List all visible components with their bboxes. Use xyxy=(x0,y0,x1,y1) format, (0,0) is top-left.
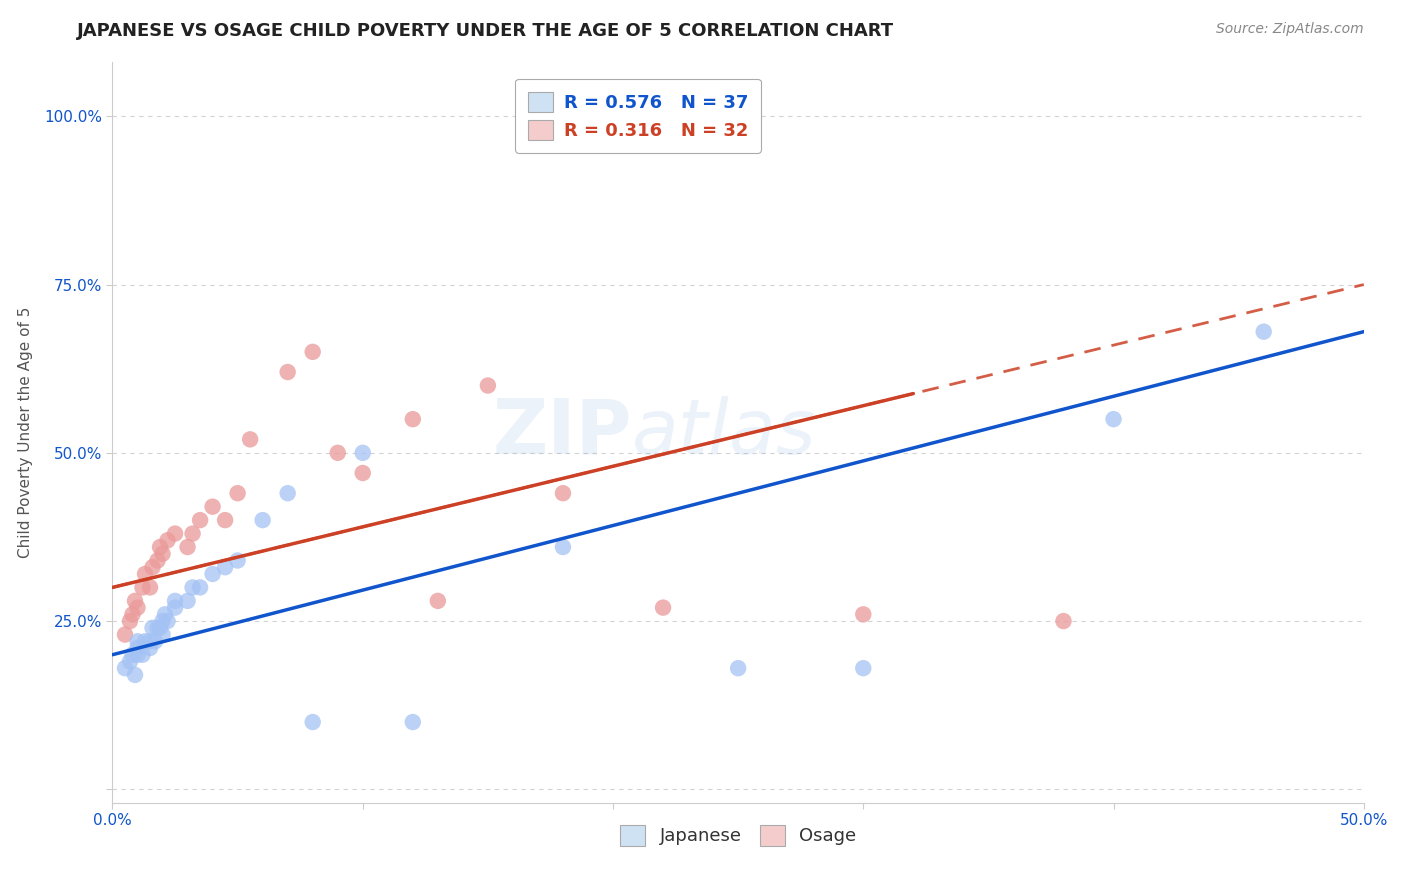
Point xyxy=(131,581,153,595)
Point xyxy=(114,627,136,641)
Text: ZIP: ZIP xyxy=(492,396,631,469)
Point xyxy=(124,594,146,608)
Point xyxy=(127,648,149,662)
Point xyxy=(143,634,166,648)
Point xyxy=(156,614,179,628)
Point xyxy=(727,661,749,675)
Point xyxy=(402,714,425,729)
Point xyxy=(121,648,143,662)
Point xyxy=(139,640,162,655)
Point xyxy=(277,486,299,500)
Text: JAPANESE VS OSAGE CHILD POVERTY UNDER THE AGE OF 5 CORRELATION CHART: JAPANESE VS OSAGE CHILD POVERTY UNDER TH… xyxy=(77,22,894,40)
Point xyxy=(146,553,169,567)
Legend: Japanese, Osage: Japanese, Osage xyxy=(613,818,863,853)
Point xyxy=(326,446,349,460)
Point xyxy=(163,526,186,541)
Point xyxy=(121,607,143,622)
Point xyxy=(114,661,136,675)
Point xyxy=(131,648,153,662)
Y-axis label: Child Poverty Under the Age of 5: Child Poverty Under the Age of 5 xyxy=(18,307,32,558)
Point xyxy=(152,627,174,641)
Point xyxy=(852,607,875,622)
Point xyxy=(118,614,141,628)
Point xyxy=(301,714,323,729)
Point xyxy=(127,600,149,615)
Point xyxy=(201,500,224,514)
Point xyxy=(163,594,186,608)
Point xyxy=(127,634,149,648)
Point xyxy=(214,560,236,574)
Point xyxy=(1102,412,1125,426)
Point xyxy=(226,553,249,567)
Point xyxy=(149,540,172,554)
Point xyxy=(127,640,149,655)
Point xyxy=(188,581,211,595)
Point xyxy=(201,566,224,581)
Point xyxy=(156,533,179,548)
Point xyxy=(134,566,156,581)
Point xyxy=(153,607,176,622)
Point xyxy=(402,412,425,426)
Point xyxy=(1253,325,1275,339)
Point xyxy=(352,466,374,480)
Point xyxy=(301,344,323,359)
Point xyxy=(181,581,204,595)
Point xyxy=(149,621,172,635)
Point xyxy=(134,634,156,648)
Point xyxy=(176,540,198,554)
Text: atlas: atlas xyxy=(631,396,817,469)
Point xyxy=(352,446,374,460)
Point xyxy=(181,526,204,541)
Point xyxy=(124,668,146,682)
Point xyxy=(551,540,574,554)
Point xyxy=(118,655,141,669)
Point xyxy=(477,378,499,392)
Point xyxy=(652,600,675,615)
Point xyxy=(163,600,186,615)
Point xyxy=(139,581,162,595)
Point xyxy=(852,661,875,675)
Point xyxy=(551,486,574,500)
Point xyxy=(239,433,262,447)
Point xyxy=(141,560,163,574)
Point xyxy=(226,486,249,500)
Point xyxy=(277,365,299,379)
Point xyxy=(152,614,174,628)
Text: Source: ZipAtlas.com: Source: ZipAtlas.com xyxy=(1216,22,1364,37)
Point xyxy=(146,621,169,635)
Point xyxy=(141,621,163,635)
Point xyxy=(214,513,236,527)
Point xyxy=(252,513,274,527)
Point xyxy=(139,634,162,648)
Point xyxy=(188,513,211,527)
Point xyxy=(1052,614,1074,628)
Point xyxy=(152,547,174,561)
Point xyxy=(176,594,198,608)
Point xyxy=(426,594,449,608)
